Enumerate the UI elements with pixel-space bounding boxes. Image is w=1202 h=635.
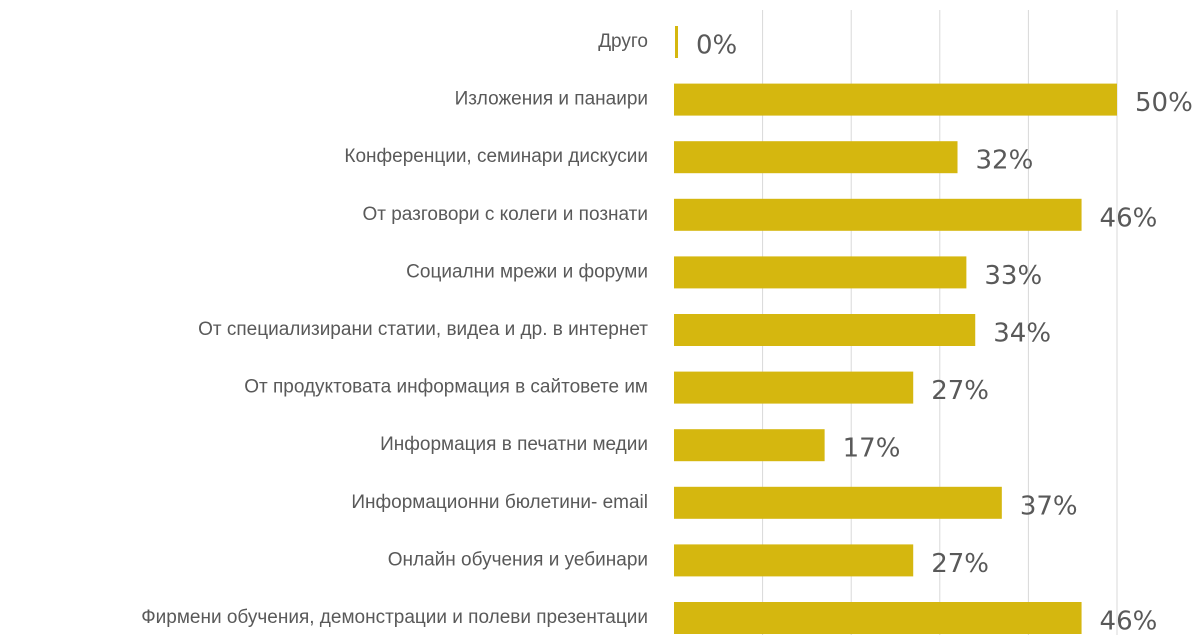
bar (674, 83, 1117, 116)
value-label: 50% (1135, 88, 1193, 118)
category-label: Конференции, семинари дискусии (344, 146, 648, 167)
category-label: Информация в печатни медии (380, 434, 648, 455)
value-label: 33% (984, 261, 1042, 291)
value-label: 27% (931, 549, 989, 579)
bar (674, 198, 1082, 231)
category-label: От разговори с колеги и познати (362, 204, 648, 225)
category-label: Социални мрежи и форуми (406, 261, 648, 282)
category-label: От специализирани статии, видеа и др. в … (198, 319, 648, 340)
value-label: 46% (1100, 203, 1158, 233)
value-label: 32% (976, 146, 1034, 176)
value-label: 37% (1020, 491, 1078, 521)
bar (674, 429, 825, 462)
bar (674, 371, 914, 404)
category-label: Изложения и панаири (455, 89, 648, 110)
bar (675, 26, 678, 58)
category-label: От продуктовата информация в сайтовете и… (244, 377, 648, 398)
bar (674, 141, 958, 174)
value-label: 0% (696, 31, 737, 61)
bar (674, 256, 967, 289)
bar (674, 314, 976, 346)
bar (674, 544, 914, 577)
value-label: 34% (993, 319, 1051, 349)
category-label: Информационни бюлетини- email (351, 492, 648, 513)
bar (674, 486, 1002, 519)
value-label: 17% (843, 434, 901, 464)
value-label: 27% (931, 376, 989, 406)
category-label: Фирмени обучения, демонстрации и полеви … (141, 607, 648, 628)
category-label: Онлайн обучения и уебинари (388, 549, 648, 570)
bar (674, 602, 1082, 634)
value-label: 46% (1100, 607, 1158, 635)
category-label: Друго (598, 31, 648, 52)
